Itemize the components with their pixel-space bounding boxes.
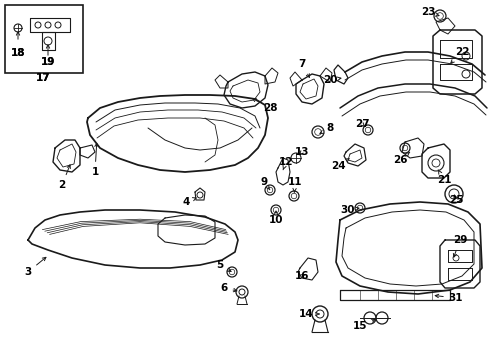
Text: 25: 25 xyxy=(448,195,462,205)
Text: 2: 2 xyxy=(58,165,70,190)
Text: 12: 12 xyxy=(278,157,293,170)
Text: 5: 5 xyxy=(216,260,231,271)
Text: 17: 17 xyxy=(36,73,50,83)
Text: 22: 22 xyxy=(450,47,468,63)
Text: 30: 30 xyxy=(340,205,358,215)
Bar xyxy=(5,5,83,73)
Text: 4: 4 xyxy=(182,197,196,207)
Text: 23: 23 xyxy=(420,7,438,17)
Text: 13: 13 xyxy=(294,147,308,157)
Text: 11: 11 xyxy=(287,177,302,193)
Text: 26: 26 xyxy=(392,152,409,165)
Text: 14: 14 xyxy=(298,309,319,319)
Text: 18: 18 xyxy=(11,48,25,58)
Text: 19: 19 xyxy=(41,57,55,67)
Text: 20: 20 xyxy=(322,75,340,85)
Text: 21: 21 xyxy=(436,170,450,185)
Text: 17: 17 xyxy=(36,73,50,83)
Text: 27: 27 xyxy=(354,119,368,129)
Text: 16: 16 xyxy=(294,271,308,281)
Text: 15: 15 xyxy=(352,319,374,331)
Text: 1: 1 xyxy=(91,143,99,177)
Text: 19: 19 xyxy=(41,57,55,67)
Text: 29: 29 xyxy=(452,235,466,257)
Text: 9: 9 xyxy=(260,177,269,190)
Text: 6: 6 xyxy=(220,283,236,293)
Text: 3: 3 xyxy=(24,257,46,277)
Text: 24: 24 xyxy=(330,159,348,171)
Text: 7: 7 xyxy=(298,59,309,77)
Text: 18: 18 xyxy=(11,48,25,58)
Text: 10: 10 xyxy=(268,211,283,225)
Text: 8: 8 xyxy=(319,123,333,134)
Text: 31: 31 xyxy=(434,293,462,303)
Text: 28: 28 xyxy=(252,99,277,113)
